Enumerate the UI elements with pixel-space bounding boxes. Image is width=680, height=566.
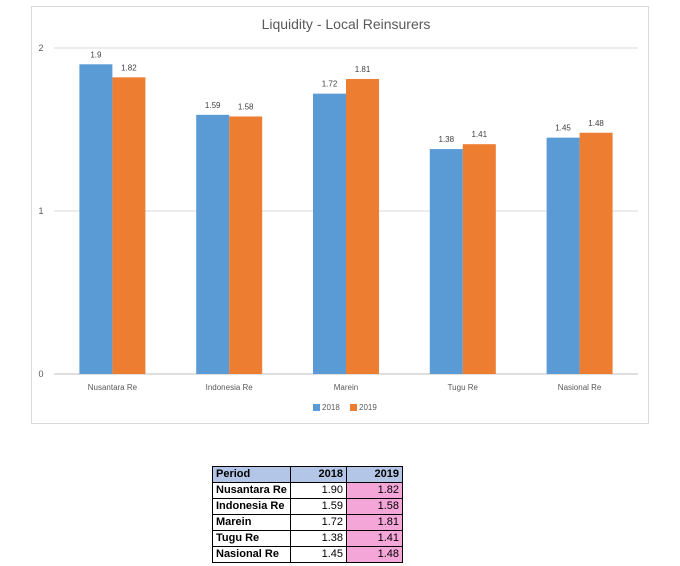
bar-chart: Liquidity - Local Reinsurers 0 1 2 1.9 1.82 Nu… bbox=[38, 16, 638, 412]
bar-2019 bbox=[579, 132, 613, 374]
data-label-2018: 1.45 bbox=[555, 124, 571, 133]
row-value-2018: 1.90 bbox=[290, 482, 347, 499]
chart-title: Liquidity - Local Reinsurers bbox=[262, 16, 431, 32]
row-value-2019: 1.82 bbox=[346, 482, 403, 499]
chart-area: Liquidity - Local Reinsurers 0 1 2 1.9 1.82 Nu… bbox=[31, 6, 649, 424]
row-value-2018: 1.38 bbox=[290, 530, 347, 547]
legend-swatch-2018 bbox=[313, 404, 320, 411]
legend-swatch-2019 bbox=[350, 404, 357, 411]
bar-2019 bbox=[229, 116, 263, 375]
bar-2018 bbox=[313, 93, 346, 374]
table-header-row: Period 2018 2019 bbox=[212, 466, 403, 483]
bar-2019 bbox=[112, 77, 146, 374]
table-row: Nusantara Re 1.90 1.82 bbox=[212, 482, 403, 499]
data-label-2019: 1.48 bbox=[588, 119, 604, 128]
row-value-2019: 1.58 bbox=[346, 498, 403, 515]
legend-label-2019: 2019 bbox=[359, 403, 377, 412]
data-label-2018: 1.72 bbox=[322, 80, 338, 89]
row-name: Indonesia Re bbox=[212, 498, 291, 515]
data-label-2018: 1.9 bbox=[90, 50, 102, 59]
bar-2019 bbox=[346, 78, 379, 374]
header-2018: 2018 bbox=[290, 466, 347, 483]
bar-2018 bbox=[546, 137, 580, 374]
header-2019: 2019 bbox=[346, 466, 403, 483]
row-name: Nusantara Re bbox=[212, 482, 291, 499]
y-tick-label: 1 bbox=[38, 206, 43, 216]
legend-label-2018: 2018 bbox=[322, 403, 340, 412]
row-value-2018: 1.45 bbox=[290, 546, 347, 563]
row-value-2019: 1.48 bbox=[346, 546, 403, 563]
header-period: Period bbox=[212, 466, 291, 483]
data-label-2018: 1.38 bbox=[439, 135, 455, 144]
x-tick-label: Nusantara Re bbox=[88, 383, 138, 392]
table-row: Nasional Re 1.45 1.48 bbox=[212, 546, 403, 563]
bar-2018 bbox=[429, 149, 463, 374]
data-label-2019: 1.41 bbox=[472, 130, 488, 139]
bar-2018 bbox=[196, 114, 230, 374]
row-name: Marein bbox=[212, 514, 291, 531]
row-name: Nasional Re bbox=[212, 546, 291, 563]
table-row: Tugu Re 1.38 1.41 bbox=[212, 530, 403, 547]
row-value-2019: 1.81 bbox=[346, 514, 403, 531]
x-tick-label: Nasional Re bbox=[558, 383, 602, 392]
table-row: Indonesia Re 1.59 1.58 bbox=[212, 498, 403, 515]
bar-2019 bbox=[462, 144, 496, 374]
y-tick-label: 0 bbox=[38, 369, 43, 379]
x-tick-label: Marein bbox=[334, 383, 358, 392]
y-tick-label: 2 bbox=[38, 43, 43, 53]
row-value-2019: 1.41 bbox=[346, 530, 403, 547]
bar-2018 bbox=[79, 64, 113, 375]
table-row: Marein 1.72 1.81 bbox=[212, 514, 403, 531]
data-label-2019: 1.82 bbox=[121, 63, 137, 72]
row-value-2018: 1.72 bbox=[290, 514, 347, 531]
x-tick-label: Indonesia Re bbox=[206, 383, 254, 392]
data-label-2019: 1.81 bbox=[355, 65, 371, 74]
data-table: Period 2018 2019 Nusantara Re 1.90 1.82 … bbox=[212, 466, 403, 563]
data-label-2019: 1.58 bbox=[238, 102, 254, 111]
row-name: Tugu Re bbox=[212, 530, 291, 547]
row-value-2018: 1.59 bbox=[290, 498, 347, 515]
data-label-2018: 1.59 bbox=[205, 101, 221, 110]
x-tick-label: Tugu Re bbox=[448, 383, 479, 392]
